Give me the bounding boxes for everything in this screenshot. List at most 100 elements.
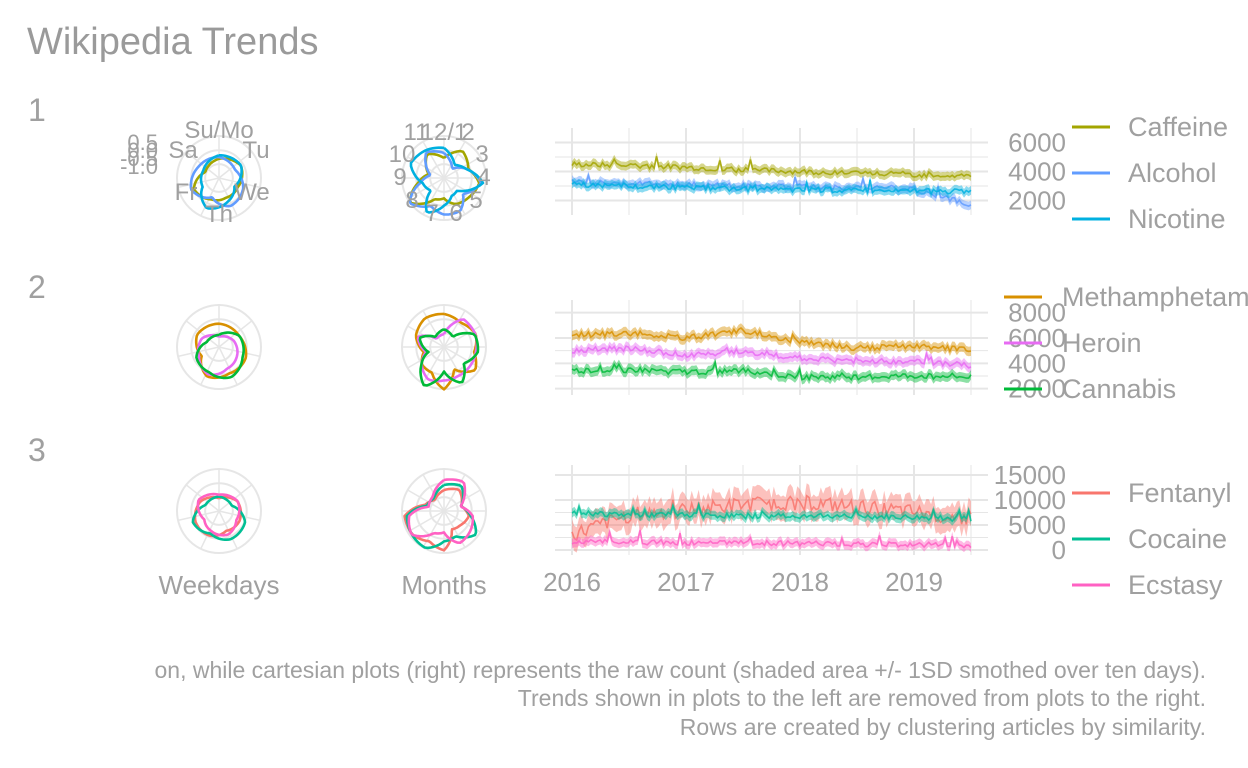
row-2-weekday-spoke-2 bbox=[218, 346, 261, 358]
row-1-weekday-spoke-5 bbox=[177, 177, 220, 189]
row-1-series-alcohol bbox=[571, 172, 972, 207]
weekday-label-2: We bbox=[234, 179, 270, 206]
month-label-8: 9 bbox=[393, 164, 406, 191]
month-label-6: 7 bbox=[425, 200, 438, 227]
row-1-weekday-spoke-6 bbox=[185, 151, 220, 179]
row-3-month-polar bbox=[401, 468, 487, 554]
row-3-weekday-polar bbox=[176, 468, 262, 554]
weekday-label-5: Sa bbox=[168, 137, 198, 164]
row-2-ytick-1: 4000 bbox=[1008, 348, 1066, 378]
weekday-label-1: Tu bbox=[242, 137, 269, 164]
chart-rows: 1Su/MoTuWeThFrSa0.50.0-0.5-1.012/1234567… bbox=[28, 92, 1248, 600]
row-1-ytick-0: 2000 bbox=[1008, 186, 1066, 216]
caption-line-3: Rows are created by clustering articles … bbox=[680, 714, 1206, 740]
weekdays-axis-label: Weekdays bbox=[159, 570, 280, 600]
row-2-weekday-spoke-6 bbox=[185, 320, 220, 348]
row-3-weekday-line-ecstasy bbox=[196, 492, 241, 537]
row-2-month-spoke-5 bbox=[443, 346, 466, 384]
row-2-legend-label-cannabis: Cannabis bbox=[1062, 374, 1176, 404]
xtick-2019: 2019 bbox=[885, 567, 943, 597]
month-label-1: 2 bbox=[461, 119, 474, 146]
row-1-band-caffeine bbox=[572, 152, 971, 182]
row-1-legend-label-nicotine: Nicotine bbox=[1128, 204, 1226, 234]
row-2-weekday-line-heroin bbox=[196, 333, 239, 377]
row-1-legend-label-alcohol: Alcohol bbox=[1128, 158, 1217, 188]
row-3-month-spoke-8 bbox=[407, 510, 445, 533]
month-label-4: 5 bbox=[469, 187, 482, 214]
row-3-legend-label-ecstasy: Ecstasy bbox=[1128, 570, 1223, 600]
row-2-legend-label-methamphetamine: Methamphetamine bbox=[1062, 282, 1248, 312]
row-3-ytick-0: 0 bbox=[1052, 535, 1066, 565]
weekday-radial-tick-1: 0.0 bbox=[127, 138, 158, 163]
row-1-month-spoke-4 bbox=[443, 177, 481, 200]
weekday-radial-tick-2: -0.5 bbox=[120, 146, 158, 171]
row-2-month-spoke-4 bbox=[443, 346, 481, 369]
row-1-band-nicotine bbox=[572, 175, 971, 199]
row-1-month-spoke-11 bbox=[422, 141, 445, 179]
row-1-series-caffeine bbox=[571, 156, 972, 179]
row-3-series-ecstasy bbox=[571, 529, 972, 549]
month-label-3: 4 bbox=[477, 164, 490, 191]
row-3-legend-label-cocaine: Cocaine bbox=[1128, 524, 1227, 554]
row-1-month-line-nicotine bbox=[409, 146, 485, 214]
month-label-5: 6 bbox=[449, 200, 462, 227]
row-3-month-spoke-10 bbox=[407, 489, 445, 512]
row-3-ytick-1: 5000 bbox=[1008, 510, 1066, 540]
row-2-weekday-spoke-4 bbox=[200, 346, 220, 386]
month-label-0: 12/1 bbox=[421, 119, 468, 146]
caption-line-1: on, while cartesian plots (right) repres… bbox=[155, 657, 1207, 683]
row-1-label: 1 bbox=[28, 92, 46, 128]
figure-title: Wikipedia Trends bbox=[27, 21, 318, 63]
month-label-9: 10 bbox=[389, 141, 416, 168]
row-2-month-polar bbox=[401, 304, 487, 391]
xtick-2016: 2016 bbox=[543, 567, 601, 597]
row-1-legend: Caffeine Alcohol Nicotine bbox=[1072, 112, 1228, 234]
row-3-legend: Fentanyl Cocaine Ecstasy bbox=[1072, 478, 1232, 600]
row-2-label: 2 bbox=[28, 269, 46, 305]
row-2-legend: Methamphetamine Heroin Cannabis bbox=[1004, 282, 1248, 404]
weekday-radial-tick-0: 0.5 bbox=[127, 130, 158, 155]
row-3-month-line-ecstasy bbox=[407, 478, 475, 544]
months-axis-label: Months bbox=[401, 570, 486, 600]
row-1-weekday-spoke-1 bbox=[218, 151, 253, 179]
row-3-legend-label-fentanyl: Fentanyl bbox=[1128, 478, 1232, 508]
row-2-weekday-line-cannabis bbox=[195, 331, 245, 380]
row-3-label: 3 bbox=[28, 432, 46, 468]
row-2: 2 2000400060008000Methamphetamine Heroin Ca… bbox=[28, 269, 1248, 404]
row-2-weekday-spoke-3 bbox=[218, 346, 238, 386]
row-2-legend-label-heroin: Heroin bbox=[1062, 328, 1142, 358]
row-2-series-cannabis bbox=[571, 359, 972, 382]
row-2-ytick-3: 8000 bbox=[1008, 298, 1066, 328]
month-label-10: 11 bbox=[404, 119, 429, 146]
weekday-label-4: Fr bbox=[175, 179, 198, 206]
row-2-series-methamphetamine bbox=[571, 326, 972, 354]
row-3-ytick-2: 10000 bbox=[994, 485, 1066, 515]
row-2-weekday-polar bbox=[176, 304, 262, 390]
row-1-ytick-2: 6000 bbox=[1008, 128, 1066, 158]
row-1-weekday-line-alcohol bbox=[189, 155, 245, 208]
row-3-band-ecstasy bbox=[572, 525, 971, 553]
xtick-2017: 2017 bbox=[657, 567, 715, 597]
row-2-series-heroin bbox=[571, 344, 972, 369]
weekday-label-3: Th bbox=[205, 201, 233, 228]
row-2-ytick-2: 6000 bbox=[1008, 323, 1066, 353]
row-3-band-cocaine bbox=[572, 500, 971, 526]
row-1-weekday-line-nicotine bbox=[199, 154, 243, 210]
row-1-series-nicotine bbox=[571, 179, 972, 196]
weekday-label-0: Su/Mo bbox=[184, 117, 253, 144]
month-label-7: 8 bbox=[405, 187, 418, 214]
row-2-month-spoke-1 bbox=[443, 310, 466, 348]
row-3-weekday-line-cocaine bbox=[191, 495, 247, 541]
month-label-2: 3 bbox=[475, 141, 488, 168]
row-3-month-spoke-4 bbox=[443, 510, 481, 533]
row-2-month-spoke-8 bbox=[407, 346, 445, 369]
row-3-series-fentanyl bbox=[571, 494, 972, 542]
caption-line-2: Trends shown in plots to the left are re… bbox=[518, 685, 1206, 711]
row-1-legend-label-caffeine: Caffeine bbox=[1128, 112, 1228, 142]
